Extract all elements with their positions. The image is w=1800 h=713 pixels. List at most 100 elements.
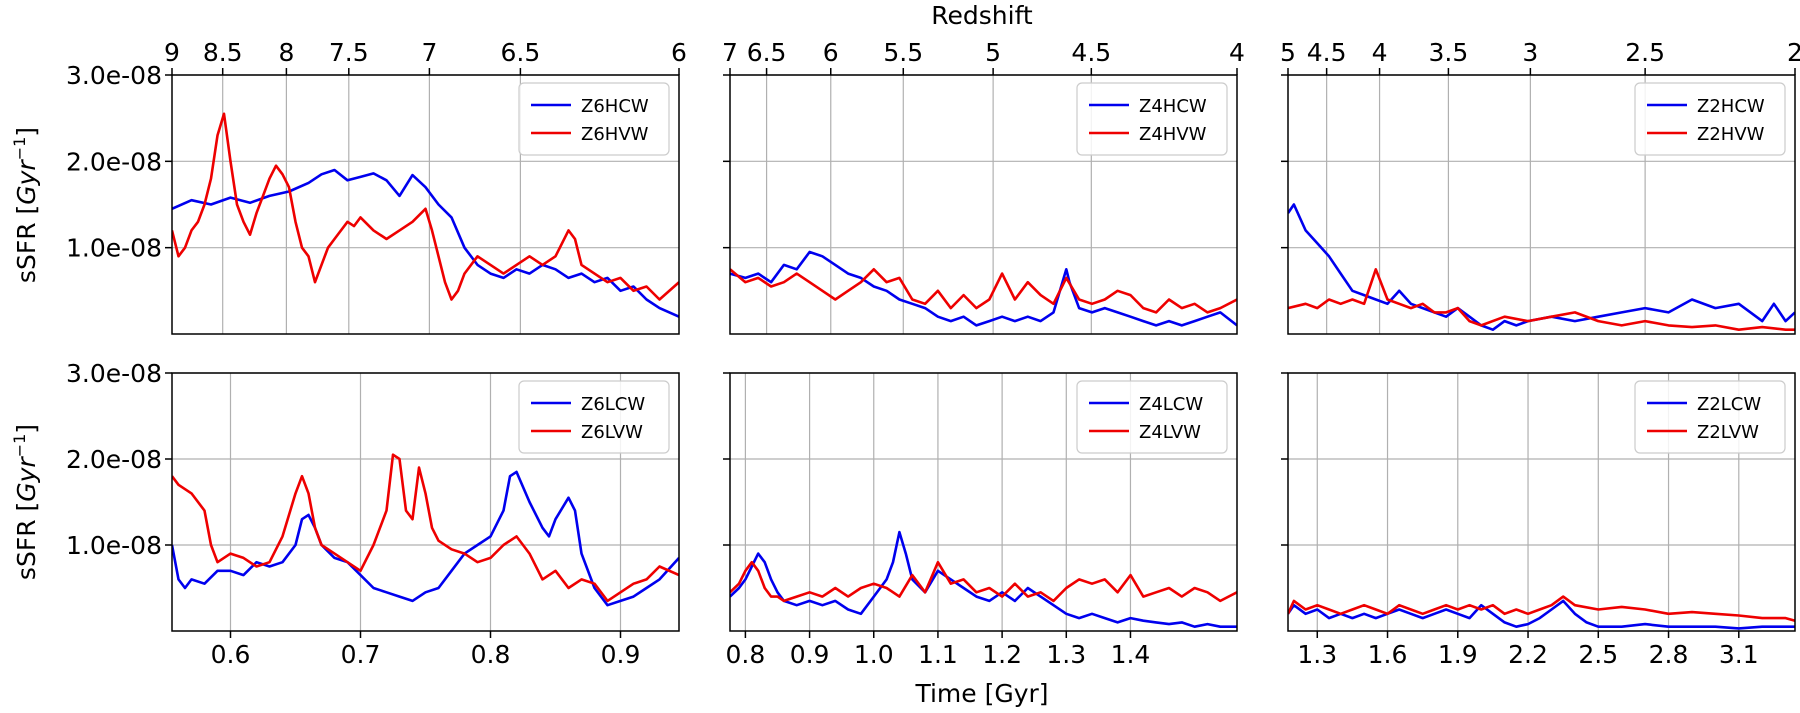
bottom-axis-title: Time [Gyr] bbox=[914, 679, 1048, 708]
panel-r0c1: 7 6.5 6 5.5 5 4.5 4 Z4HCW Z4HVW bbox=[722, 38, 1245, 335]
panel-r1c0: 1.0e-082.0e-083.0e-080.6 0.7 0.8 0.9Z6LCWZ6… bbox=[66, 359, 680, 669]
x-tick-label: 1.6 bbox=[1368, 640, 1408, 669]
legend-label: Z4LCW bbox=[1139, 394, 1203, 415]
legend: Z4HCW Z4HVW bbox=[1076, 82, 1228, 156]
legend: Z4LCW Z4LVW bbox=[1076, 380, 1228, 454]
top-tick-label: 3.5 bbox=[1429, 38, 1469, 67]
top-tick-label: 8.5 bbox=[203, 38, 243, 67]
top-tick-label: 6.5 bbox=[501, 38, 541, 67]
series-line-z4hvw bbox=[730, 267, 1237, 314]
y-tick-label: 1.0e-08 bbox=[66, 234, 162, 263]
y-tick-label: 3.0e-08 bbox=[66, 61, 162, 90]
top-tick-label: 5.5 bbox=[883, 38, 923, 67]
legend-label: Z6HVW bbox=[581, 124, 649, 145]
legend-box bbox=[1076, 380, 1228, 454]
y-axis-title-bottom-row: sSFR [Gyr−1] bbox=[10, 424, 41, 580]
top-tick-label: 4.5 bbox=[1307, 38, 1347, 67]
x-tick-label: 1.4 bbox=[1111, 640, 1151, 669]
legend-label: Z4HCW bbox=[1139, 96, 1207, 117]
panel-frame bbox=[729, 74, 1238, 335]
series-group bbox=[172, 112, 679, 318]
top-tick-label: 6 bbox=[671, 38, 687, 67]
panel-frame bbox=[171, 372, 680, 632]
x-tick-label: 0.6 bbox=[211, 640, 251, 669]
x-tick-label: 3.1 bbox=[1719, 640, 1759, 669]
panel-r0c2: 5 4.5 4 3.5 3 2.5 2 Z2HCW Z2HVW bbox=[1280, 38, 1800, 335]
series-line-z2hcw bbox=[1288, 203, 1795, 332]
x-tick-label: 2.2 bbox=[1508, 640, 1548, 669]
x-tick-label: 1.9 bbox=[1438, 640, 1478, 669]
series-line-z2lcw bbox=[1288, 599, 1795, 630]
top-tick-label: 7.5 bbox=[329, 38, 369, 67]
series-line-z4lcw bbox=[730, 530, 1237, 629]
legend: Z6HCW Z6HVW bbox=[518, 82, 670, 156]
legend: Z2LCW Z2LVW bbox=[1634, 380, 1786, 454]
x-tick-label: 0.8 bbox=[726, 640, 766, 669]
legend: Z2HCW Z2HVW bbox=[1634, 82, 1786, 156]
x-tick-label: 1.2 bbox=[982, 640, 1022, 669]
series-line-z6lcw bbox=[172, 470, 679, 607]
legend-box bbox=[1634, 82, 1786, 156]
top-tick-label: 6.5 bbox=[747, 38, 787, 67]
x-tick-label: 0.8 bbox=[471, 640, 511, 669]
top-tick-label: 7 bbox=[421, 38, 437, 67]
x-tick-label: 1.3 bbox=[1297, 640, 1337, 669]
series-line-z6lvw bbox=[172, 453, 679, 603]
panel-frame bbox=[1287, 372, 1796, 632]
y-tick-label: 1.0e-08 bbox=[66, 531, 162, 560]
panel-frame bbox=[1287, 74, 1796, 335]
legend-label: Z6HCW bbox=[581, 96, 649, 117]
series-line-z4lvw bbox=[730, 560, 1237, 603]
series-group bbox=[172, 453, 679, 607]
panel-r1c1: 0.8 0.9 1.0 1.1 1.2 1.3 1.4 Z4LCW Z4LVW bbox=[723, 372, 1238, 669]
legend-box bbox=[518, 380, 670, 454]
x-tick-label: 0.9 bbox=[790, 640, 830, 669]
top-tick-label: 5 bbox=[1280, 38, 1296, 67]
top-tick-label: 6 bbox=[823, 38, 839, 67]
legend-label: Z2HCW bbox=[1697, 96, 1765, 117]
top-tick-label: 7 bbox=[722, 38, 738, 67]
panel-frame bbox=[171, 74, 680, 335]
x-tick-label: 1.1 bbox=[918, 640, 958, 669]
y-tick-label: 2.0e-08 bbox=[66, 147, 162, 176]
top-tick-label: 4 bbox=[1372, 38, 1388, 67]
series-group bbox=[730, 530, 1237, 629]
series-line-z2lvw bbox=[1288, 595, 1795, 622]
series-line-z4hcw bbox=[730, 250, 1237, 327]
panel-r1c2: 1.3 1.6 1.9 2.2 2.5 2.8 3.1 Z2LCW Z2LVW bbox=[1281, 372, 1796, 669]
top-tick-label: 3 bbox=[1522, 38, 1538, 67]
x-tick-label: 0.7 bbox=[341, 640, 381, 669]
top-tick-label: 4.5 bbox=[1071, 38, 1111, 67]
x-tick-label: 1.0 bbox=[854, 640, 894, 669]
legend-box bbox=[1634, 380, 1786, 454]
series-group bbox=[1288, 203, 1795, 332]
x-tick-label: 1.3 bbox=[1046, 640, 1086, 669]
series-group bbox=[1288, 595, 1795, 630]
legend-label: Z6LVW bbox=[581, 422, 643, 443]
series-line-z6hvw bbox=[172, 112, 679, 301]
series-line-z2hvw bbox=[1288, 267, 1795, 332]
x-tick-label: 2.5 bbox=[1578, 640, 1618, 669]
y-tick-label: 3.0e-08 bbox=[66, 359, 162, 388]
series-line-z6hcw bbox=[172, 168, 679, 318]
y-tick-label: 2.0e-08 bbox=[66, 445, 162, 474]
top-tick-label: 2 bbox=[1787, 38, 1800, 67]
legend-label: Z2LCW bbox=[1697, 394, 1761, 415]
x-tick-label: 2.8 bbox=[1649, 640, 1689, 669]
panel-r0c0: 1.0e-082.0e-083.0e-089 8.5 8 7.5 7 6.5 6Z6HCWZ… bbox=[66, 38, 687, 335]
panel-frame bbox=[729, 372, 1238, 632]
y-axis-title-top-row: sSFR [Gyr−1] bbox=[10, 127, 41, 283]
top-tick-label: 4 bbox=[1229, 38, 1245, 67]
top-axis-title: Redshift bbox=[931, 1, 1033, 30]
legend-label: Z4LVW bbox=[1139, 422, 1201, 443]
legend-label: Z4HVW bbox=[1139, 124, 1207, 145]
legend: Z6LCW Z6LVW bbox=[518, 380, 670, 454]
top-tick-label: 9 bbox=[164, 38, 180, 67]
top-tick-label: 8 bbox=[278, 38, 294, 67]
legend-label: Z2HVW bbox=[1697, 124, 1765, 145]
x-tick-label: 0.9 bbox=[601, 640, 641, 669]
legend-label: Z6LCW bbox=[581, 394, 645, 415]
series-group bbox=[730, 250, 1237, 327]
legend-box bbox=[1076, 82, 1228, 156]
